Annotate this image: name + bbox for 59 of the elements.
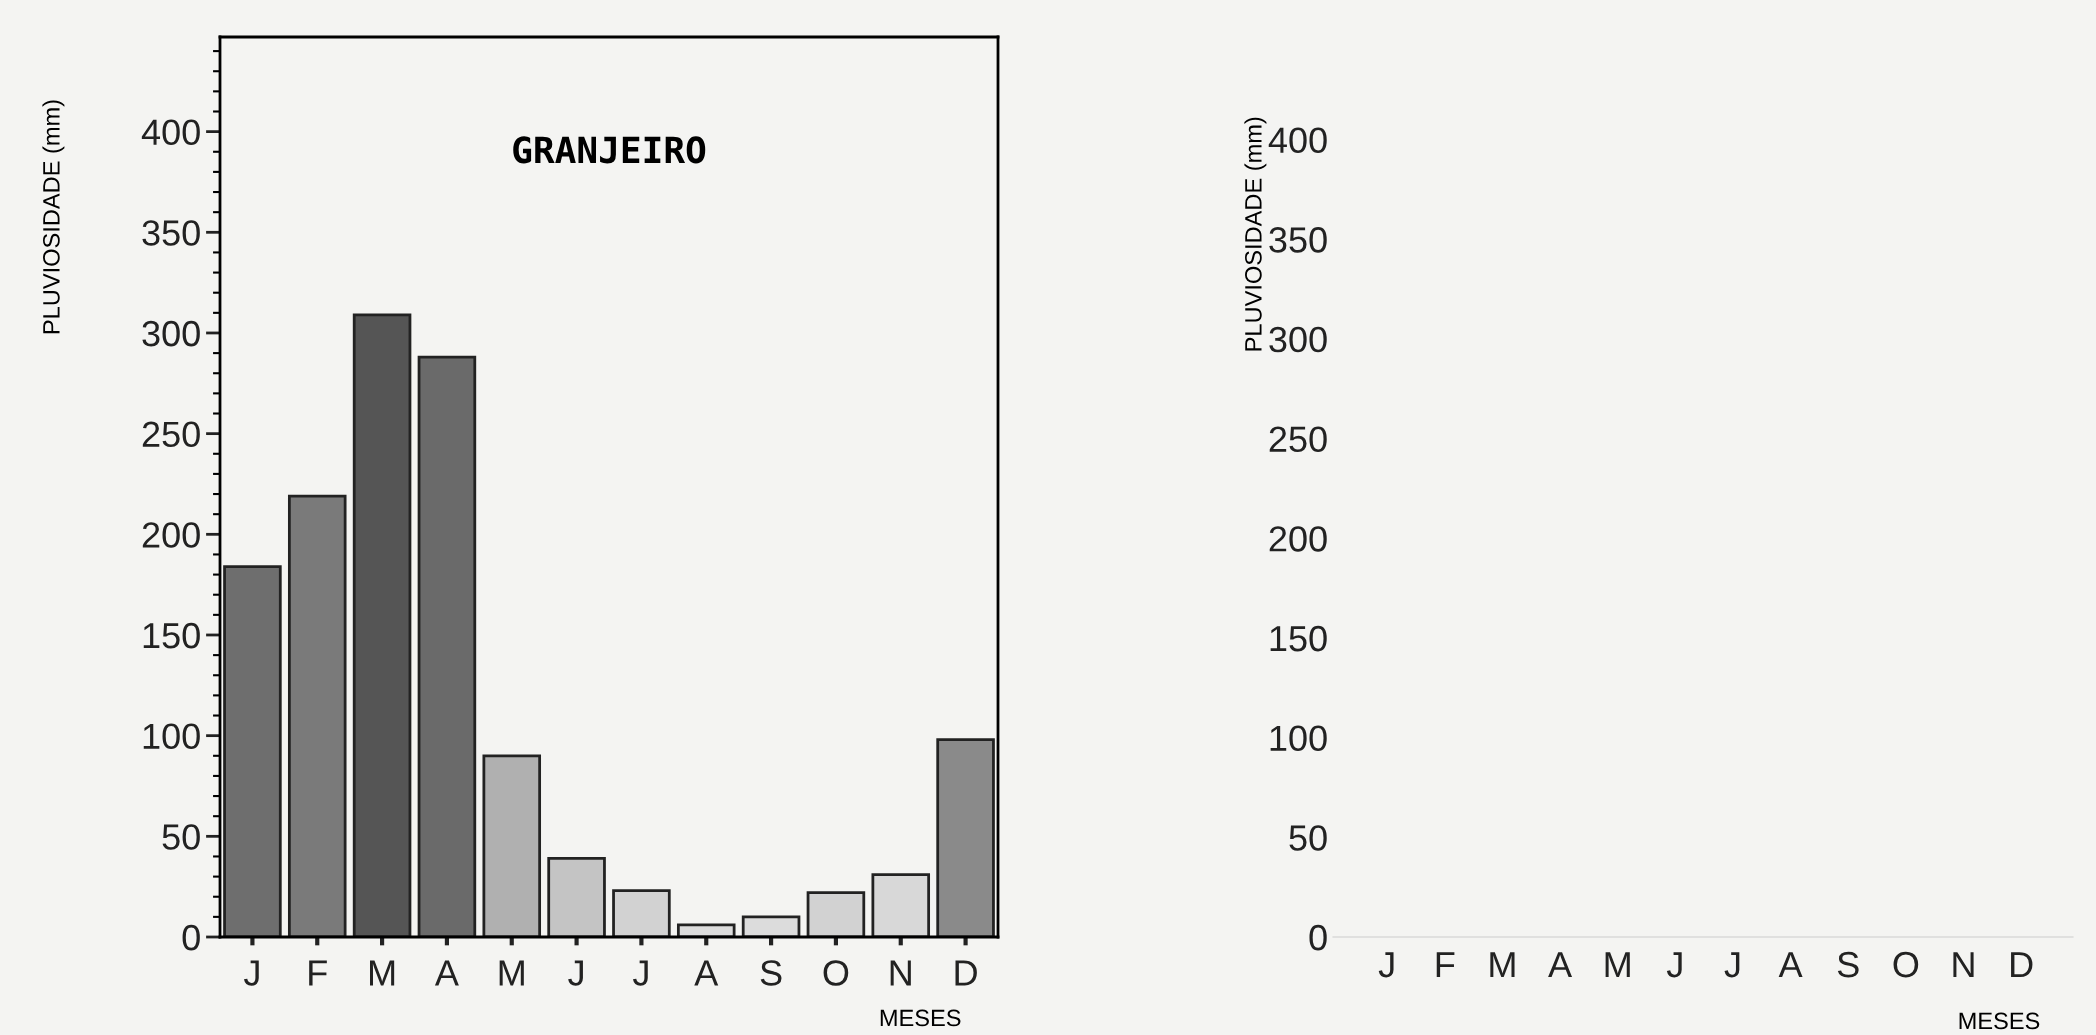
y-tick-label: 200 <box>142 522 200 548</box>
text: GRANJEIRO <box>513 136 706 164</box>
x-tick-label: J <box>568 960 583 986</box>
bar <box>936 738 995 937</box>
x-tick-label: N <box>890 960 911 986</box>
x-tick-label: A <box>694 960 719 986</box>
x-tick-label: S <box>1837 951 1859 978</box>
x-tick-label: M <box>1490 952 1515 978</box>
x-axis-title: MESES <box>880 1009 961 1027</box>
y-axis-title: PLUVIOSIDADE (mm) <box>1244 117 1267 351</box>
y-tick-label: 150 <box>143 622 200 649</box>
y-tick-label: 350 <box>1269 227 1327 253</box>
y-tick-label: 400 <box>1268 127 1327 153</box>
x-tick-label: F <box>1436 952 1455 978</box>
y-tick-label: 250 <box>1269 426 1327 453</box>
y-tick-label: 300 <box>142 320 200 347</box>
x-tick-label: F <box>309 960 327 986</box>
bar <box>417 355 477 937</box>
bar <box>676 923 736 937</box>
y-tick-label: 50 <box>1289 825 1327 851</box>
y-axis-title: PLUVIOSIDADE (mm) <box>42 100 65 334</box>
x-tick-label: A <box>1548 952 1573 978</box>
x-axis-title: MESES <box>1959 1012 2040 1030</box>
x-tick-label: M <box>370 960 395 986</box>
bar <box>871 873 931 937</box>
x-tick-label: O <box>823 960 849 986</box>
bar <box>223 565 282 937</box>
x-tick-label: N <box>1953 952 1974 978</box>
bar <box>741 915 801 937</box>
x-tick-label: D <box>2011 952 2033 978</box>
y-tick-label: 50 <box>162 824 200 850</box>
x-tick-label: A <box>1778 952 1803 978</box>
y-tick-label: 150 <box>1270 625 1327 652</box>
bar <box>352 313 412 937</box>
x-tick-label: S <box>760 960 782 986</box>
y-tick-label: 100 <box>143 723 200 750</box>
y-tick-label: 200 <box>1269 526 1327 552</box>
x-tick-label: A <box>434 960 459 986</box>
y-tick-label: 350 <box>142 220 200 246</box>
y-tick-label: 0 <box>182 924 200 951</box>
x-tick-label: M <box>1605 952 1630 978</box>
x-tick-label: J <box>1378 952 1394 978</box>
x-tick-label: M <box>499 960 524 986</box>
x-tick-label: J <box>632 960 648 986</box>
y-tick-label: 100 <box>1270 725 1327 752</box>
bar <box>806 891 866 937</box>
bar <box>287 494 347 937</box>
x-tick-label: D <box>955 960 977 986</box>
x-tick-label: J <box>243 960 259 986</box>
x-tick-label: J <box>1724 952 1740 978</box>
y-tick-label: 250 <box>142 421 200 448</box>
bar <box>482 754 542 937</box>
x-tick-label: J <box>1666 952 1682 978</box>
y-tick-label: 400 <box>141 119 200 146</box>
bar <box>547 857 606 937</box>
x-tick-label: O <box>1893 951 1919 978</box>
y-tick-label: 0 <box>1309 924 1327 951</box>
y-tick-label: 300 <box>1269 326 1327 353</box>
bar <box>612 889 671 937</box>
